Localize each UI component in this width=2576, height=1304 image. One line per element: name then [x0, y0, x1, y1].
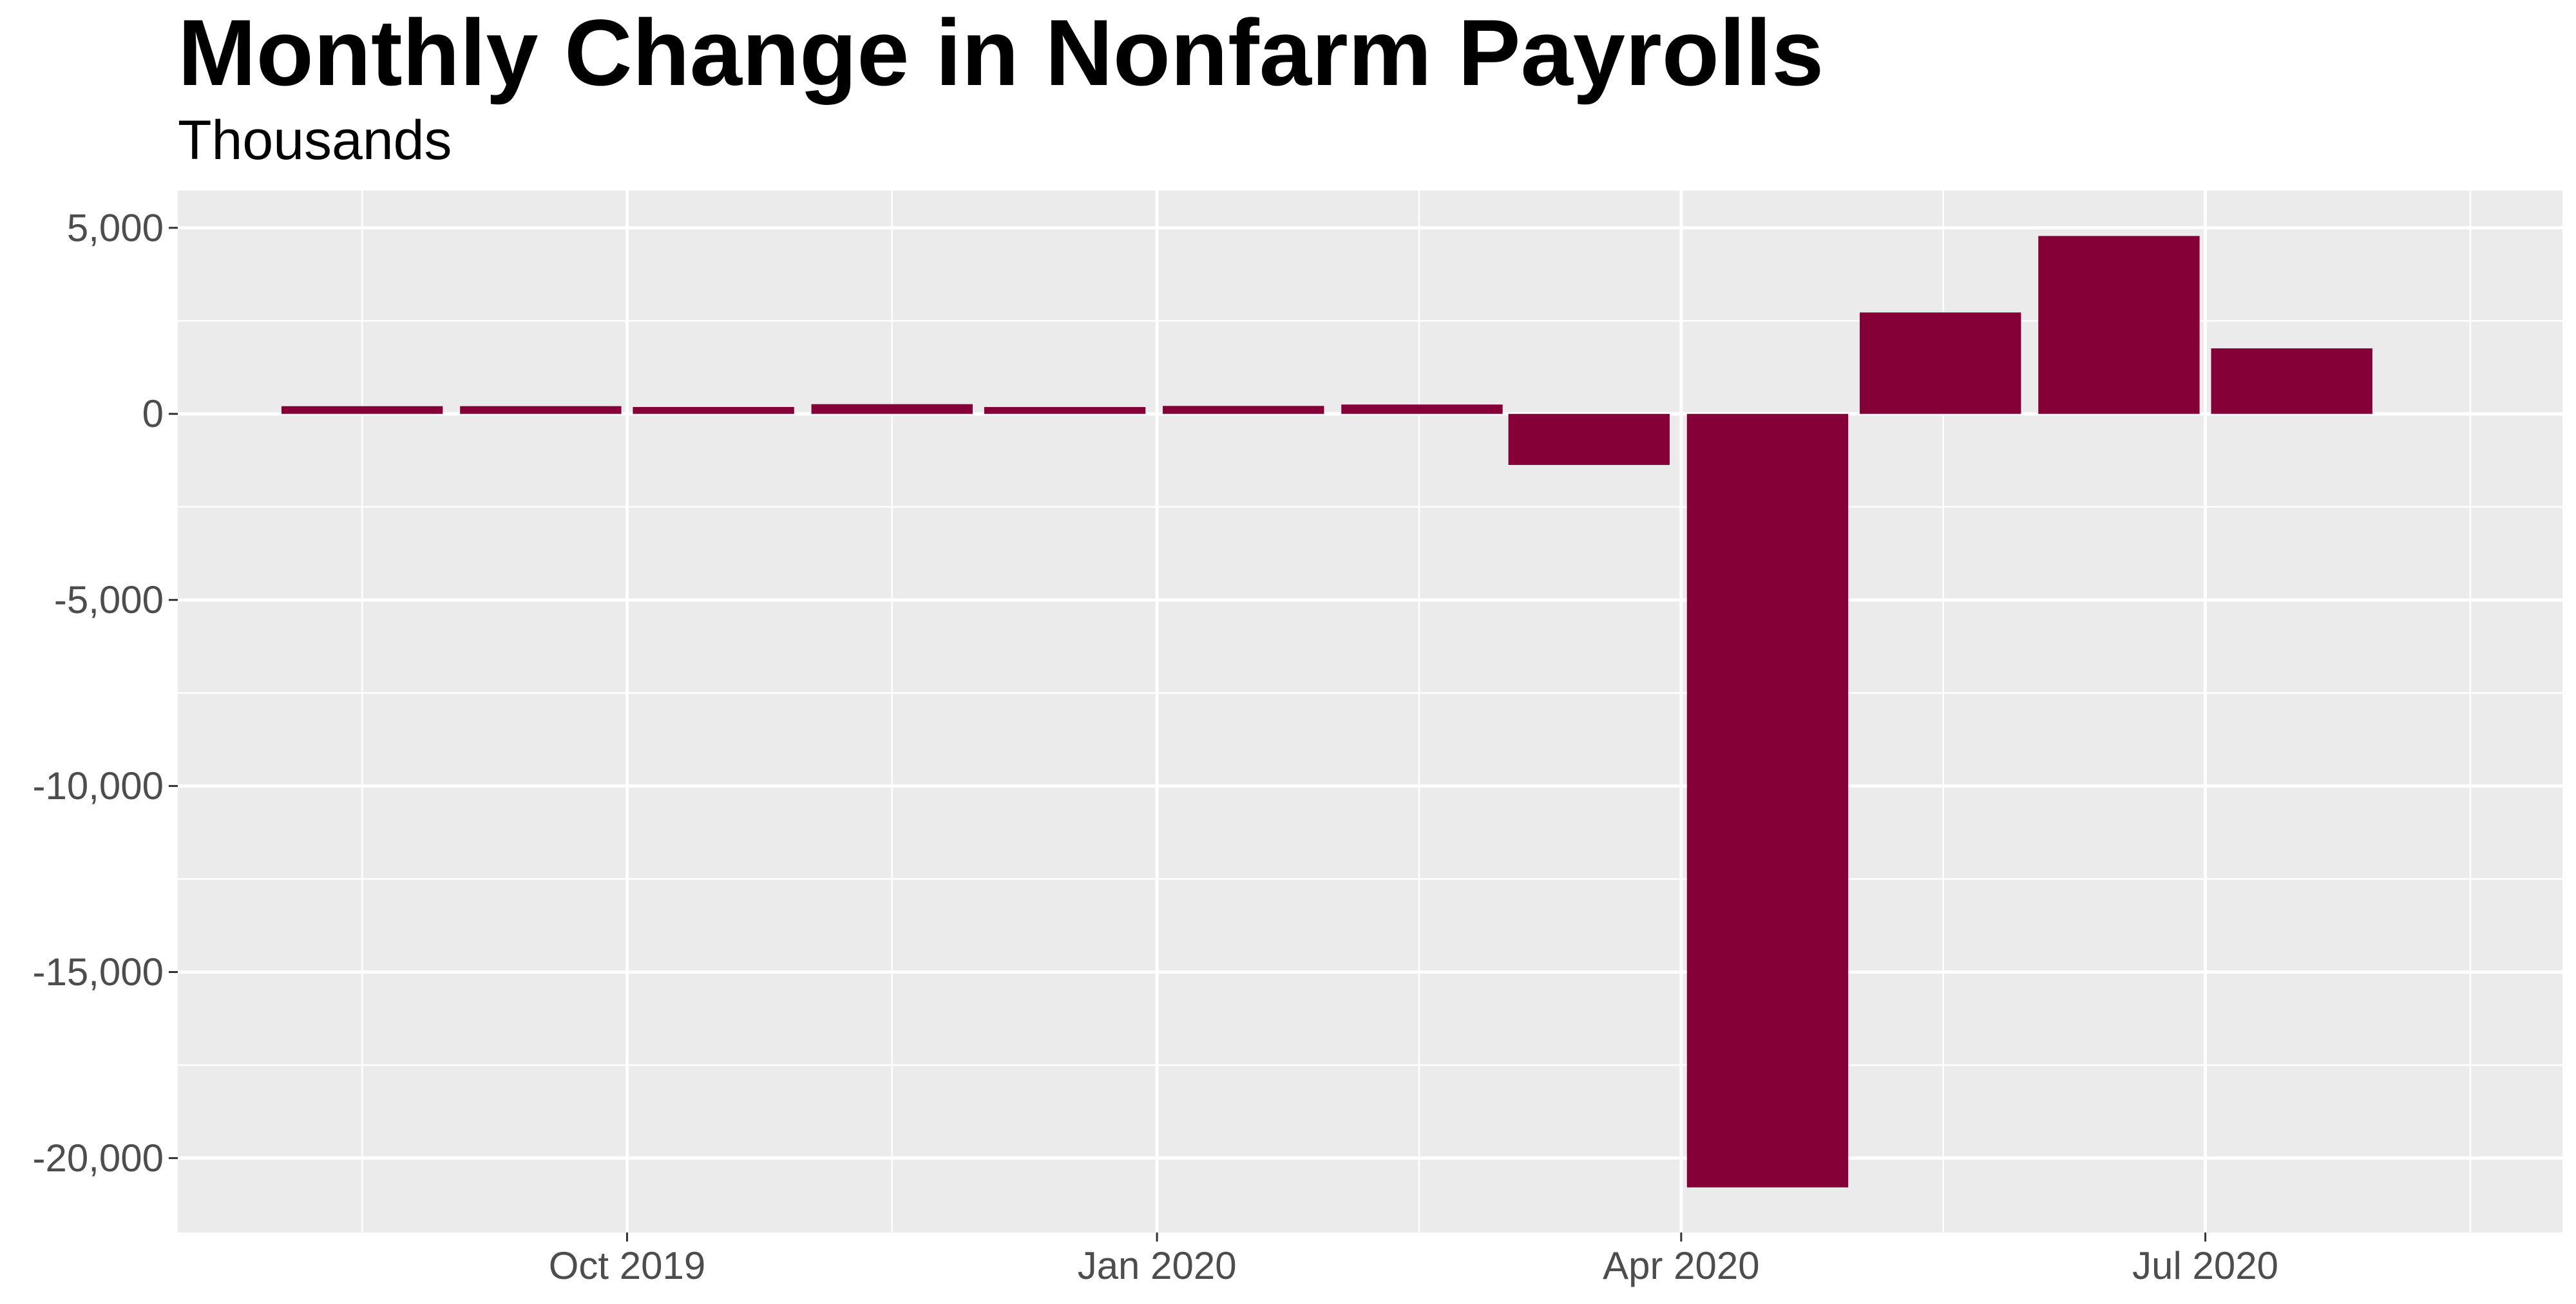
x-tick-label: Oct 2019	[549, 1244, 706, 1287]
chart-subtitle: Thousands	[178, 109, 452, 171]
bar-mar-2020	[1508, 413, 1670, 466]
bar-oct-2019	[633, 407, 794, 414]
chart-title: Monthly Change in Nonfarm Payrolls	[178, 0, 1824, 105]
bar-feb-2020	[1341, 404, 1503, 414]
bar-jan-2020	[1163, 406, 1324, 414]
bar-sep-2019	[460, 406, 622, 414]
x-tick-label: Jan 2020	[1078, 1244, 1237, 1287]
y-tick-label: -10,000	[33, 764, 164, 808]
x-axis-ticks: Oct 2019 Jan 2020 Apr 2020 Jul 2020	[549, 1233, 2278, 1287]
y-axis-ticks: 5,000 0 -5,000 -10,000 -15,000 -20,000	[33, 206, 178, 1180]
y-tick-label: -5,000	[54, 578, 164, 621]
x-tick-label: Apr 2020	[1603, 1244, 1760, 1287]
y-tick-label: 5,000	[67, 206, 164, 249]
bar-aug-2019	[281, 406, 443, 414]
y-tick-label: 0	[142, 392, 164, 435]
y-tick-label: -15,000	[33, 950, 164, 994]
bar-apr-2020	[1686, 413, 1849, 1187]
grid-lines	[178, 191, 2562, 1233]
bar-jul-2020	[2211, 348, 2372, 414]
bar-nov-2019	[811, 404, 973, 414]
bar-jun-2020	[2038, 236, 2200, 414]
bars	[281, 236, 2372, 1187]
x-tick-label: Jul 2020	[2132, 1244, 2278, 1287]
y-tick-label: -20,000	[33, 1137, 164, 1180]
bar-dec-2019	[984, 407, 1146, 414]
bar-may-2020	[1860, 312, 2021, 414]
